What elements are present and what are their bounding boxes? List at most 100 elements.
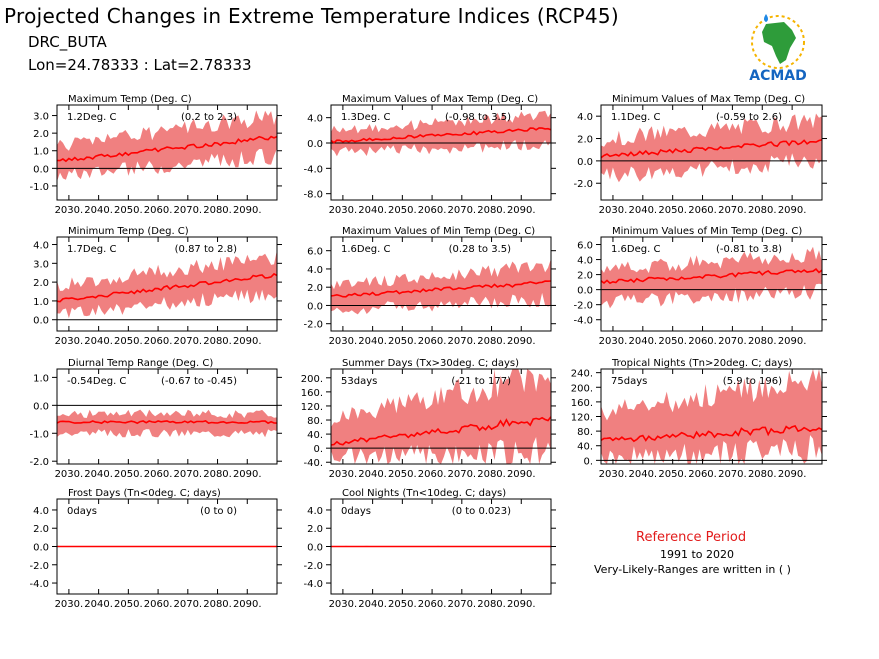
chart-panel: 2030. 2040. 2050. 2060. 2070. 2080. 2090. 6.0 4.… [303,226,556,347]
x-tick-label: 2050. [114,205,143,216]
y-tick-label: -8.0 [303,190,323,201]
very-likely-range-band [57,250,277,319]
chart-panel: 2030. 2040. 2050. 2060. 2070. 2080. 2090. 4.0 2.… [573,94,827,216]
x-tick-label: 2090. [778,336,807,347]
y-tick-label: -4.0 [29,579,49,590]
y-tick-label: 2.0 [33,278,49,289]
y-tick-label: 0.0 [33,401,49,412]
x-tick-label: 2050. [114,336,143,347]
median-change-label: 1.1Deg. C [611,112,660,123]
very-likely-range-band [57,409,277,438]
x-tick-label: 2060. [688,205,717,216]
chart-title: Minimum Values of Max Temp (Deg. C) [612,94,805,105]
y-tick-label: 0.0 [33,543,49,554]
y-tick-label: 120. [571,413,593,424]
chart-panel: 2030. 2040. 2050. 2060. 2070. 2080. 2090. 4.0 3.… [33,226,282,347]
x-tick-label: 2060. [144,599,173,610]
x-tick-label: 2050. [388,336,417,347]
chart-panel: 2030. 2040. 2050. 2060. 2070. 2080. 2090. 1.0 0.… [29,358,282,480]
x-tick-label: 2040. [628,336,657,347]
y-tick-label: -1.0 [29,182,49,193]
median-line [330,280,552,298]
reference-title: Reference Period [636,530,747,545]
median-change-label: 1.3Deg. C [341,112,390,123]
x-tick-label: 2090. [778,469,807,480]
y-tick-label: 0.0 [307,139,323,150]
y-tick-label: 80. [577,427,593,438]
x-tick-label: 2090. [233,205,262,216]
x-tick-label: 2040. [358,205,387,216]
x-tick-label: 2030. [599,336,628,347]
chart-title: Cool Nights (Tn<10deg. C; days) [342,488,506,499]
x-tick-label: 2080. [203,205,232,216]
x-tick-label: 2030. [329,469,358,480]
x-tick-label: 2090. [507,599,536,610]
y-tick-label: -2.0 [573,301,593,312]
chart-panel: 2030. 2040. 2050. 2060. 2070. 2080. 2090. 6.0 4.… [573,226,827,347]
median-line [600,139,823,159]
very-likely-range-label: (-0.67 to -0.45) [161,376,237,387]
y-tick-label: 0.0 [577,286,593,297]
page-title: Projected Changes in Extreme Temperature… [4,4,620,28]
x-tick-label: 2040. [358,469,387,480]
chart-panel: 2030. 2040. 2050. 2060. 2070. 2080. 2090. 4.0 0.… [303,94,556,216]
very-likely-range-label: (-21 to 177) [451,376,511,387]
median-line [56,272,278,303]
x-tick-label: 2070. [718,205,747,216]
y-tick-label: 200. [301,374,323,385]
y-tick-label: 4.0 [577,256,593,267]
x-tick-label: 2070. [718,336,747,347]
x-tick-label: 2030. [55,599,84,610]
x-tick-label: 2070. [447,599,476,610]
x-tick-label: 2030. [55,469,84,480]
very-likely-range-band [57,110,277,182]
x-tick-label: 2030. [599,469,628,480]
x-tick-label: 2090. [233,336,262,347]
x-tick-label: 2090. [233,469,262,480]
y-tick-label: 4.0 [307,265,323,276]
y-tick-label: 2.0 [33,129,49,140]
y-tick-label: 0.0 [33,316,49,327]
y-tick-label: 0.0 [33,164,49,175]
x-tick-label: 2060. [144,336,173,347]
chart-panel: 2030. 2040. 2050. 2060. 2070. 2080. 2090. 200. 1… [301,358,556,480]
y-tick-label: -4.0 [573,316,593,327]
x-tick-label: 2040. [84,599,113,610]
x-tick-label: 2050. [114,599,143,610]
plot-frame [56,104,278,201]
x-tick-label: 2070. [173,205,202,216]
very-likely-range-band [331,258,551,315]
y-tick-label: 0. [313,444,323,455]
x-tick-label: 2090. [507,469,536,480]
plot-frame [330,104,552,201]
x-tick-label: 2040. [84,469,113,480]
x-tick-label: 2080. [748,205,777,216]
very-likely-range-label: (0 to 0.023) [452,506,511,517]
chart-title: Minimum Values of Min Temp (Deg. C) [612,226,802,237]
x-tick-label: 2060. [418,599,447,610]
y-tick-label: 40. [577,442,593,453]
very-likely-range-label: (5.9 to 196) [723,376,782,387]
chart-title: Frost Days (Tn<0deg. C; days) [68,488,221,499]
y-tick-label: 120. [301,402,323,413]
x-tick-label: 2060. [144,469,173,480]
very-likely-range-label: (-0.98 to 3.5) [445,112,511,123]
y-tick-label: 3.0 [33,112,49,123]
plot-frame [56,236,278,332]
y-tick-label: 6.0 [577,241,593,252]
x-tick-label: 2080. [203,469,232,480]
very-likely-range-label: (-0.59 to 2.6) [716,112,782,123]
x-tick-label: 2090. [233,599,262,610]
x-tick-label: 2060. [688,469,717,480]
median-line [56,420,278,425]
very-likely-range-label: (0.87 to 2.8) [175,244,237,255]
y-tick-label: -2.0 [303,320,323,331]
median-change-label: 1.2Deg. C [67,112,116,123]
plot-frame [600,236,823,332]
median-change-label: 1.6Deg. C [611,244,660,255]
x-tick-label: 2090. [507,205,536,216]
x-tick-label: 2050. [114,469,143,480]
x-tick-label: 2080. [477,469,506,480]
x-tick-label: 2070. [447,469,476,480]
